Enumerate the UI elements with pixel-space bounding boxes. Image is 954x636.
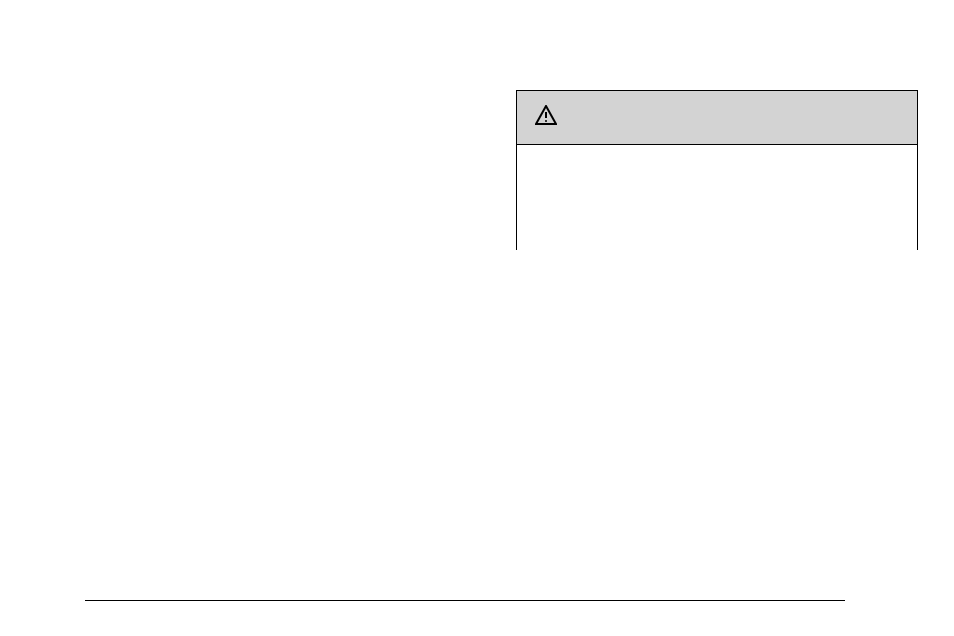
- page-footer-rule: [85, 600, 845, 601]
- caution-box: [516, 90, 918, 250]
- caution-header: [517, 91, 917, 145]
- warning-triangle-icon: [535, 105, 557, 130]
- caution-body: [517, 145, 917, 250]
